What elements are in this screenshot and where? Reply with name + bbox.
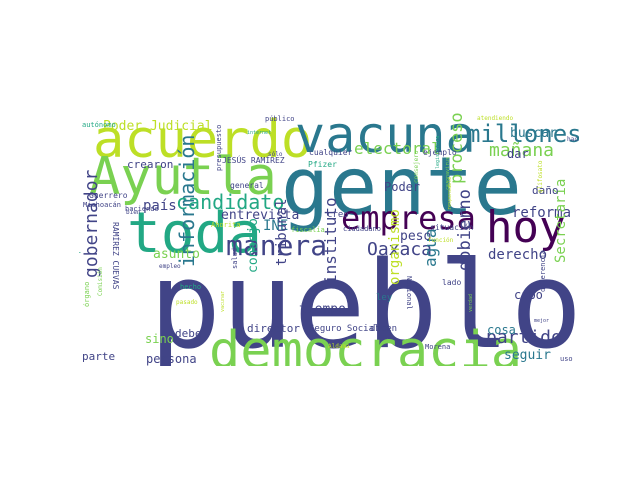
word-salud: salud (231, 247, 239, 269)
word-michoacan: Michoacán (83, 201, 121, 209)
word-poder_judicial: Poder Judicial (103, 119, 213, 134)
word-nacional: Nacional (405, 276, 413, 310)
word-democracia: democracia (209, 321, 523, 366)
word-organismo: organismo (387, 209, 403, 285)
word-glifosato: glifosato (537, 160, 544, 193)
word-ine: INE (263, 218, 289, 234)
word-ramirez_cuevas: RAMÍREZ CUEVAS (111, 222, 120, 290)
word-vacuna: vacuna (295, 112, 476, 164)
word-responsable: responsable (447, 176, 453, 210)
word-hecho: hecho (180, 283, 202, 291)
word-parte: parte (82, 350, 116, 363)
word-dicen: dicen (370, 324, 398, 334)
word-consejero: consejero (413, 150, 420, 183)
word-verdad: verdad (468, 293, 474, 312)
word-ciudadano: ciudadano (343, 225, 381, 233)
word-sino: sino (145, 332, 174, 346)
word-autonomo: autónomo (82, 121, 116, 129)
word-lado: lado (442, 278, 462, 287)
word-toda: toda (127, 201, 262, 266)
word-crearon: crearon (127, 158, 174, 171)
word-uso: uso (560, 355, 573, 363)
word-diferencia: diferencia (539, 249, 547, 292)
word-presupuesto: presupuesto (215, 124, 223, 171)
word-peso: peso (400, 229, 432, 244)
word-acuerdo: acuerdo (93, 112, 313, 170)
word-municipal: municipal (79, 242, 81, 275)
word-director: director (247, 322, 300, 335)
word-consejo: consejo (246, 218, 261, 273)
word-buscar: buscar (510, 126, 557, 141)
word-ahorita: Ahorita (211, 221, 241, 229)
word-partido: partido (486, 327, 562, 348)
word-pasado: pasado (176, 299, 198, 306)
word-pais: país (143, 198, 177, 214)
word-hoy: hoy (486, 202, 566, 253)
word-hacia: hacia (567, 136, 579, 143)
word-general: general (230, 181, 264, 190)
word-mejor: mejor (534, 318, 550, 324)
word-ayutla: Ayutla (89, 147, 277, 207)
word-reforma: reforma (512, 205, 572, 221)
word-solo: sólo (268, 151, 283, 158)
word-dano: daño (532, 184, 559, 197)
word-morena: Morena (425, 343, 451, 351)
word-empresa: empresa (341, 199, 476, 237)
word-poder: Poder (384, 180, 421, 194)
word-ejemplo: ejemplo (423, 148, 457, 157)
word-vacunar: vacunar (220, 290, 226, 312)
word-gente: gente (281, 140, 522, 233)
word-cloud: pueblo gente democracia toda acuerdo vacuna Ay… (79, 112, 579, 366)
word-pueblo: pueblo (149, 237, 579, 367)
word-funcion: función (428, 237, 454, 244)
word-derecho: derecho (488, 247, 548, 263)
word-guerrero: Guerrero (89, 191, 128, 200)
word-legislatura: legislatura (435, 135, 441, 169)
word-candidato: candidato (176, 190, 285, 214)
word-seguir: seguir (504, 348, 551, 363)
word-gobernador: gobernador (81, 169, 102, 278)
word-haciendo: haciendo (125, 205, 159, 213)
word-ley: ley (376, 293, 393, 303)
word-asunto: asunto (153, 247, 200, 262)
word-debe: debe (175, 327, 202, 340)
word-jesus_ramirez: JESÚS RAMÍREZ (222, 156, 285, 165)
word-bien: bien (126, 209, 141, 216)
word-atendiendo: atendiendo (477, 115, 514, 122)
word-entrevista: entrevista (221, 208, 300, 223)
word-seguro_social: Seguro Social (309, 324, 380, 334)
word-internet: internet (247, 130, 272, 136)
word-situacion: situación (430, 223, 474, 232)
word-comision: Comisión (97, 267, 104, 296)
word-empleo: empleo (159, 263, 181, 270)
word-tribunal: tribunal (274, 198, 290, 266)
word-manera: manera (226, 229, 328, 262)
word-organo: órgano (83, 281, 91, 307)
word-fiscalia: fiscalía (291, 226, 325, 234)
word-millones: millones (466, 120, 579, 148)
word-cualquier: cualquier (309, 148, 353, 157)
word-dar: dar (507, 147, 529, 161)
word-cabo: cabo (514, 288, 543, 302)
word-tiempo: tiempo (299, 302, 346, 317)
word-publico: público (265, 115, 295, 123)
word-aldama: Aldama (328, 343, 350, 350)
word-electoral: electoral (354, 139, 441, 158)
word-oaxaca: Oaxaca (367, 239, 433, 260)
word-persona: persona (146, 352, 197, 366)
word-pfizer: Pfizer (308, 160, 337, 169)
word-cosa: cosa (487, 323, 516, 337)
word-creo: creo (327, 210, 349, 220)
word-manana: mañana (489, 140, 555, 161)
